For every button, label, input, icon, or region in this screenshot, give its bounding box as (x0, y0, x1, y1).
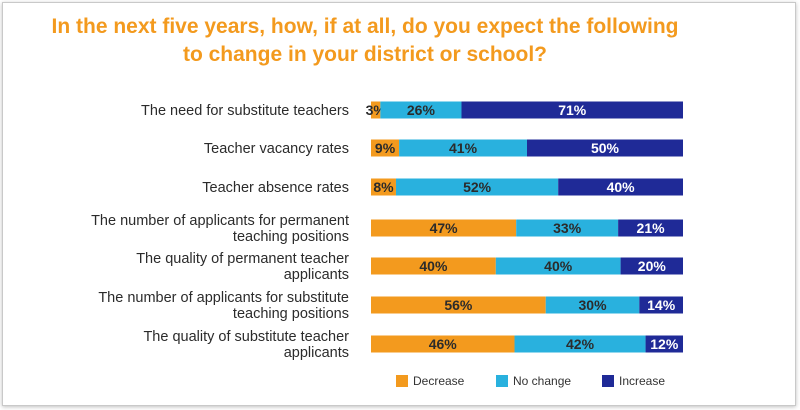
data-label: 12% (650, 336, 679, 352)
legend-swatch-decrease (396, 375, 408, 387)
data-label: 40% (544, 258, 573, 274)
category-label: teaching positions (233, 306, 349, 322)
data-label: 47% (430, 220, 459, 236)
bar-segment-decrease (371, 219, 517, 237)
data-label: 9% (375, 140, 396, 156)
category-label: The quality of permanent teacher (136, 251, 349, 267)
data-label: 26% (407, 102, 436, 118)
category-label: The need for substitute teachers (141, 103, 349, 119)
data-label: 20% (638, 258, 667, 274)
category-label: The number of applicants for substitute (98, 290, 349, 306)
chart-title-line-1: In the next five years, how, if at all, … (51, 15, 679, 38)
bar-segment-increase (618, 219, 683, 237)
legend-label: Decrease (413, 374, 465, 388)
bar-segment-decrease (371, 101, 381, 119)
data-label: 46% (429, 336, 458, 352)
bar-segment-no-change (399, 139, 527, 157)
legend-swatch-increase (602, 375, 614, 387)
bar-segment-increase (645, 335, 683, 353)
bar-segment-decrease (371, 139, 400, 157)
bar-segment-no-change (495, 257, 621, 275)
data-label: 30% (579, 297, 608, 313)
bar-segment-increase (558, 178, 683, 196)
category-label: applicants (284, 267, 349, 283)
category-label: The number of applicants for permanent (91, 213, 349, 229)
data-label: 50% (591, 140, 620, 156)
bar-segment-increase (527, 139, 683, 157)
bar-segment-no-change (545, 296, 640, 314)
bar-segment-no-change (395, 178, 559, 196)
chart-title-line-2: to change in your district or school? (182, 43, 548, 66)
data-label: 14% (647, 297, 676, 313)
data-label: 41% (449, 140, 478, 156)
data-label: 56% (444, 297, 473, 313)
legend-swatch-no-change (496, 375, 508, 387)
category-label: applicants (284, 345, 349, 361)
data-label: 40% (419, 258, 448, 274)
bar-segment-increase (461, 101, 683, 119)
data-label: 8% (373, 179, 394, 195)
data-label: 42% (566, 336, 595, 352)
data-label: 21% (637, 220, 666, 236)
bar-segment-decrease (371, 257, 496, 275)
category-label: Teacher absence rates (202, 180, 349, 196)
data-label: 52% (463, 179, 492, 195)
bar-segment-decrease (371, 296, 546, 314)
data-label: 33% (553, 220, 582, 236)
category-label: teaching positions (233, 229, 349, 245)
data-label: 40% (607, 179, 636, 195)
bar-segment-no-change (380, 101, 462, 119)
bar-segment-increase (620, 257, 683, 275)
category-label: Teacher vacancy rates (204, 141, 349, 157)
bar-segment-increase (639, 296, 683, 314)
chart-frame (2, 2, 796, 406)
legend-label: No change (513, 374, 571, 388)
bar-segment-no-change (514, 335, 646, 353)
bar-segment-decrease (371, 178, 396, 196)
bar-segment-no-change (516, 219, 619, 237)
data-label: 71% (558, 102, 587, 118)
category-label: The quality of substitute teacher (143, 329, 349, 345)
bar-segment-decrease (371, 335, 515, 353)
legend-label: Increase (619, 374, 665, 388)
chart-title: In the next five years, how, if at all, … (0, 13, 730, 69)
